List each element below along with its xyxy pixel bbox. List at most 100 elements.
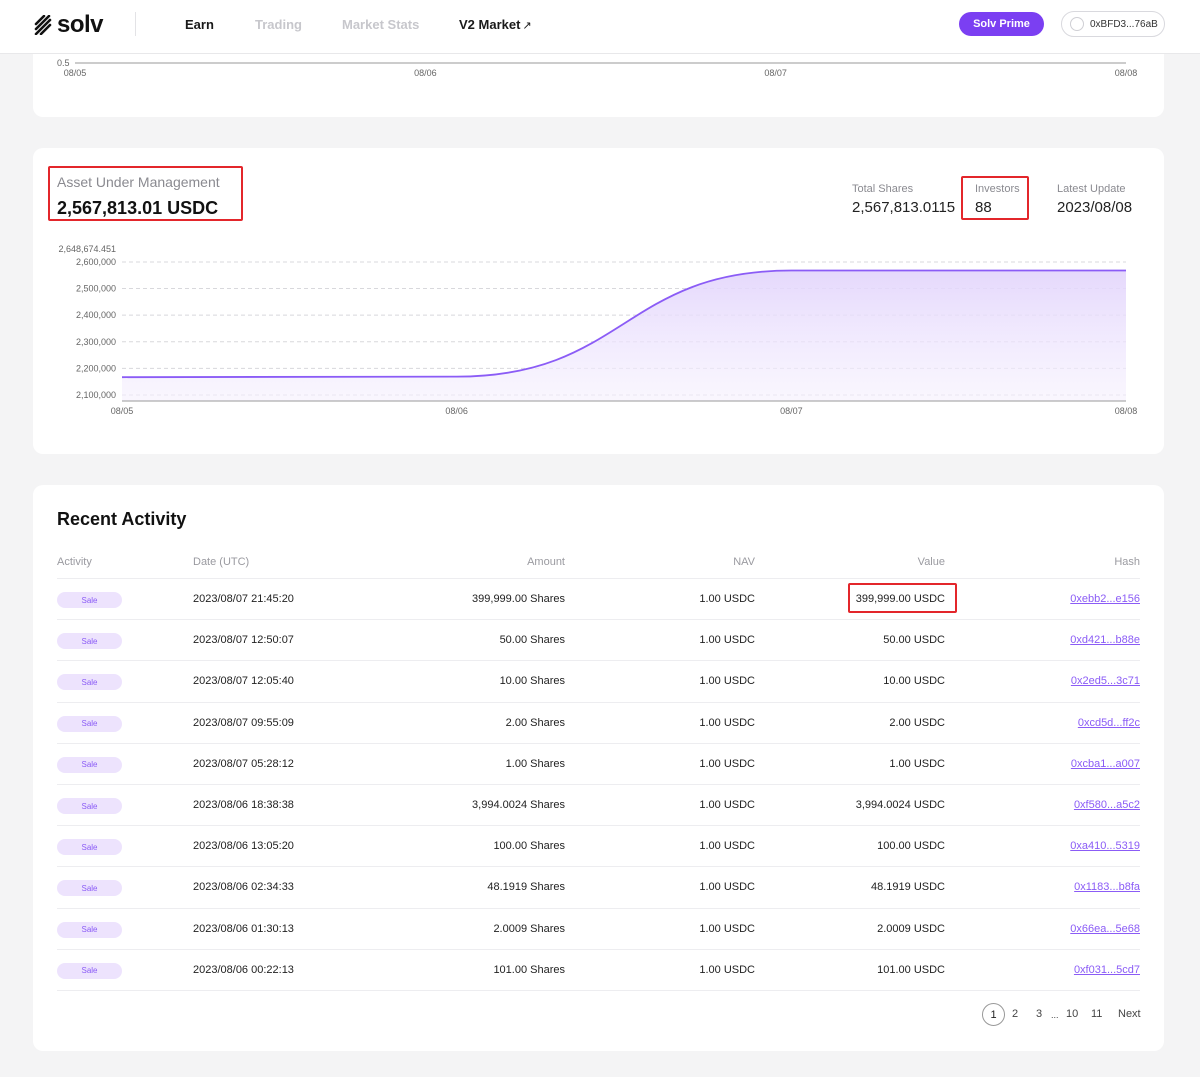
investors-label: Investors <box>975 183 1020 195</box>
hash-link[interactable]: 0xebb2...e156 <box>1070 593 1140 605</box>
nav-cell: 1.00 USDC <box>699 963 755 976</box>
hash-link[interactable]: 0xf580...a5c2 <box>1073 799 1140 811</box>
table-row: Sale 2023/08/07 05:28:12 1.00 Shares 1.00 U… <box>57 742 1140 784</box>
y-tick-label: 2,100,000 <box>76 390 116 400</box>
recent-activity-card: Recent Activity Activity Date (UTC) Amou… <box>33 485 1164 1051</box>
page-3-button[interactable]: 3 <box>1036 1008 1043 1020</box>
x-tick-label: 08/06 <box>414 68 437 78</box>
amount-cell: 48.1919 Shares <box>487 881 565 894</box>
col-hash: Hash <box>1114 556 1140 568</box>
nav-cell: 1.00 USDC <box>699 634 755 647</box>
activity-badge: Sale <box>57 962 122 979</box>
table-row: Sale 2023/08/07 12:50:07 50.00 Shares 1.00 … <box>57 619 1140 660</box>
amount-cell: 10.00 Shares <box>499 675 565 688</box>
y-tick-label: 2,200,000 <box>76 363 116 373</box>
table-row: Sale 2023/08/07 12:05:40 10.00 Shares 1.00 … <box>57 660 1140 701</box>
date-cell: 2023/08/07 12:05:40 <box>193 675 294 688</box>
latest-update-label: Latest Update <box>1057 183 1126 195</box>
col-amount: Amount <box>527 556 565 568</box>
hash-link[interactable]: 0xcd5d...ff2c <box>1077 716 1140 729</box>
nav-cell: 1.00 USDC <box>699 757 755 770</box>
logo[interactable]: solv <box>33 11 104 38</box>
y-tick-label: 2,648,674.451 <box>58 244 116 254</box>
table-row: Sale 2023/08/06 13:05:20 100.00 Shares 1.00… <box>57 825 1140 866</box>
activity-badge: Sale <box>57 880 122 897</box>
amount-cell: 2.0009 Shares <box>493 922 565 935</box>
page-ellipsis: ... <box>1051 1010 1059 1020</box>
x-tick-label: 08/08 <box>1115 406 1138 416</box>
x-tick-label: 08/05 <box>111 406 134 416</box>
nav-cell: 1.00 USDC <box>699 593 755 605</box>
y-ticks: 2,648,674.451 2,600,000 2,500,000 2,400,000… <box>58 244 116 400</box>
highlight-box-investors <box>961 176 1029 220</box>
amount-cell: 399,999.00 Shares <box>472 593 565 605</box>
hash-link[interactable]: 0xa410...5319 <box>1070 840 1140 853</box>
wallet-button[interactable]: 0xBFD3...76aB <box>1061 11 1165 37</box>
activity-badge: Sale <box>57 839 122 856</box>
activity-badge: Sale <box>57 921 122 938</box>
nav-cell: 1.00 USDC <box>699 881 755 894</box>
solv-prime-button[interactable]: Solv Prime <box>959 12 1044 36</box>
hash-link[interactable]: 0x66ea...5e68 <box>1070 922 1140 935</box>
x-tick-label: 08/07 <box>780 406 803 416</box>
value-cell: 50.00 USDC <box>883 634 945 647</box>
x-tick-label: 08/08 <box>1115 68 1138 78</box>
activity-badge: Sale <box>57 798 122 814</box>
nav-divider <box>135 12 136 36</box>
solv-logo-icon <box>34 15 52 35</box>
value-cell: 3,994.0024 USDC <box>855 799 945 811</box>
nav-market-stats[interactable]: Market Stats <box>342 17 420 32</box>
y-tick-label: 2,400,000 <box>76 310 116 320</box>
nav-cell: 1.00 USDC <box>699 922 755 935</box>
next-page-button[interactable]: Next <box>1118 1008 1141 1020</box>
latest-update-value: 2023/08/08 <box>1057 199 1133 216</box>
hash-link[interactable]: 0x2ed5...3c71 <box>1070 675 1140 688</box>
value-cell: 399,999.00 USDC <box>855 593 945 605</box>
aum-card: Asset Under Management 2,567,813.01 USDC… <box>33 148 1164 454</box>
page-2-button[interactable]: 2 <box>1012 1008 1019 1020</box>
nav-v2-market[interactable]: V2 Market ↗ <box>459 17 532 32</box>
hash-link[interactable]: 0xcba1...a007 <box>1070 757 1140 770</box>
page-11-button[interactable]: 11 <box>1091 1008 1103 1020</box>
nav-earn[interactable]: Earn <box>185 17 214 32</box>
value-cell: 100.00 USDC <box>877 840 945 853</box>
col-activity: Activity <box>57 556 92 568</box>
nav-cell: 1.00 USDC <box>699 840 755 853</box>
amount-cell: 1.00 Shares <box>505 757 565 770</box>
value-cell: 10.00 USDC <box>883 675 945 688</box>
x-ticks: 08/05 08/06 08/07 08/08 <box>111 406 1138 416</box>
activity-badge: Sale <box>57 674 122 691</box>
value-cell: 2.0009 USDC <box>877 922 945 935</box>
table-bottom-border <box>57 990 1140 991</box>
amount-cell: 101.00 Shares <box>493 963 565 976</box>
page-10-button[interactable]: 10 <box>1066 1008 1079 1020</box>
nav-trading[interactable]: Trading <box>255 17 302 32</box>
x-tick-label: 08/07 <box>764 68 787 78</box>
x-ticks: 08/05 08/06 08/07 08/08 <box>64 68 1138 78</box>
highlight-box-aum <box>48 166 243 221</box>
amount-cell: 50.00 Shares <box>499 634 565 647</box>
date-cell: 2023/08/07 21:45:20 <box>193 593 294 605</box>
total-shares-label: Total Shares <box>852 183 914 195</box>
col-nav: NAV <box>733 556 755 568</box>
amount-cell: 100.00 Shares <box>493 840 565 853</box>
series-line <box>121 269 1126 379</box>
highlight-box-value <box>848 583 957 613</box>
external-link-icon: ↗ <box>522 20 532 32</box>
y-tick-label: 2,500,000 <box>76 284 116 294</box>
date-cell: 2023/08/06 02:34:33 <box>193 881 294 894</box>
investors-value: 88 <box>975 199 992 216</box>
value-cell: 1.00 USDC <box>889 757 945 770</box>
date-cell: 2023/08/06 00:22:13 <box>193 963 294 976</box>
date-cell: 2023/08/06 18:38:38 <box>193 799 294 811</box>
table-row: Sale 2023/08/06 00:22:13 101.00 Shares 1.00… <box>57 948 1140 990</box>
table-row: Sale 2023/08/06 01:30:13 2.0009 Shares 1.00… <box>57 907 1140 949</box>
page-1-button[interactable]: 1 <box>982 1003 1005 1026</box>
date-cell: 2023/08/07 12:50:07 <box>193 634 294 647</box>
hash-link[interactable]: 0x1183...b8fa <box>1074 881 1140 894</box>
hash-link[interactable]: 0xf031...5cd7 <box>1073 963 1140 976</box>
x-tick-label: 08/05 <box>64 68 87 78</box>
hash-link[interactable]: 0xd421...b88e <box>1070 634 1140 647</box>
nav-cell: 1.00 USDC <box>699 716 755 729</box>
col-value: Value <box>917 556 945 568</box>
